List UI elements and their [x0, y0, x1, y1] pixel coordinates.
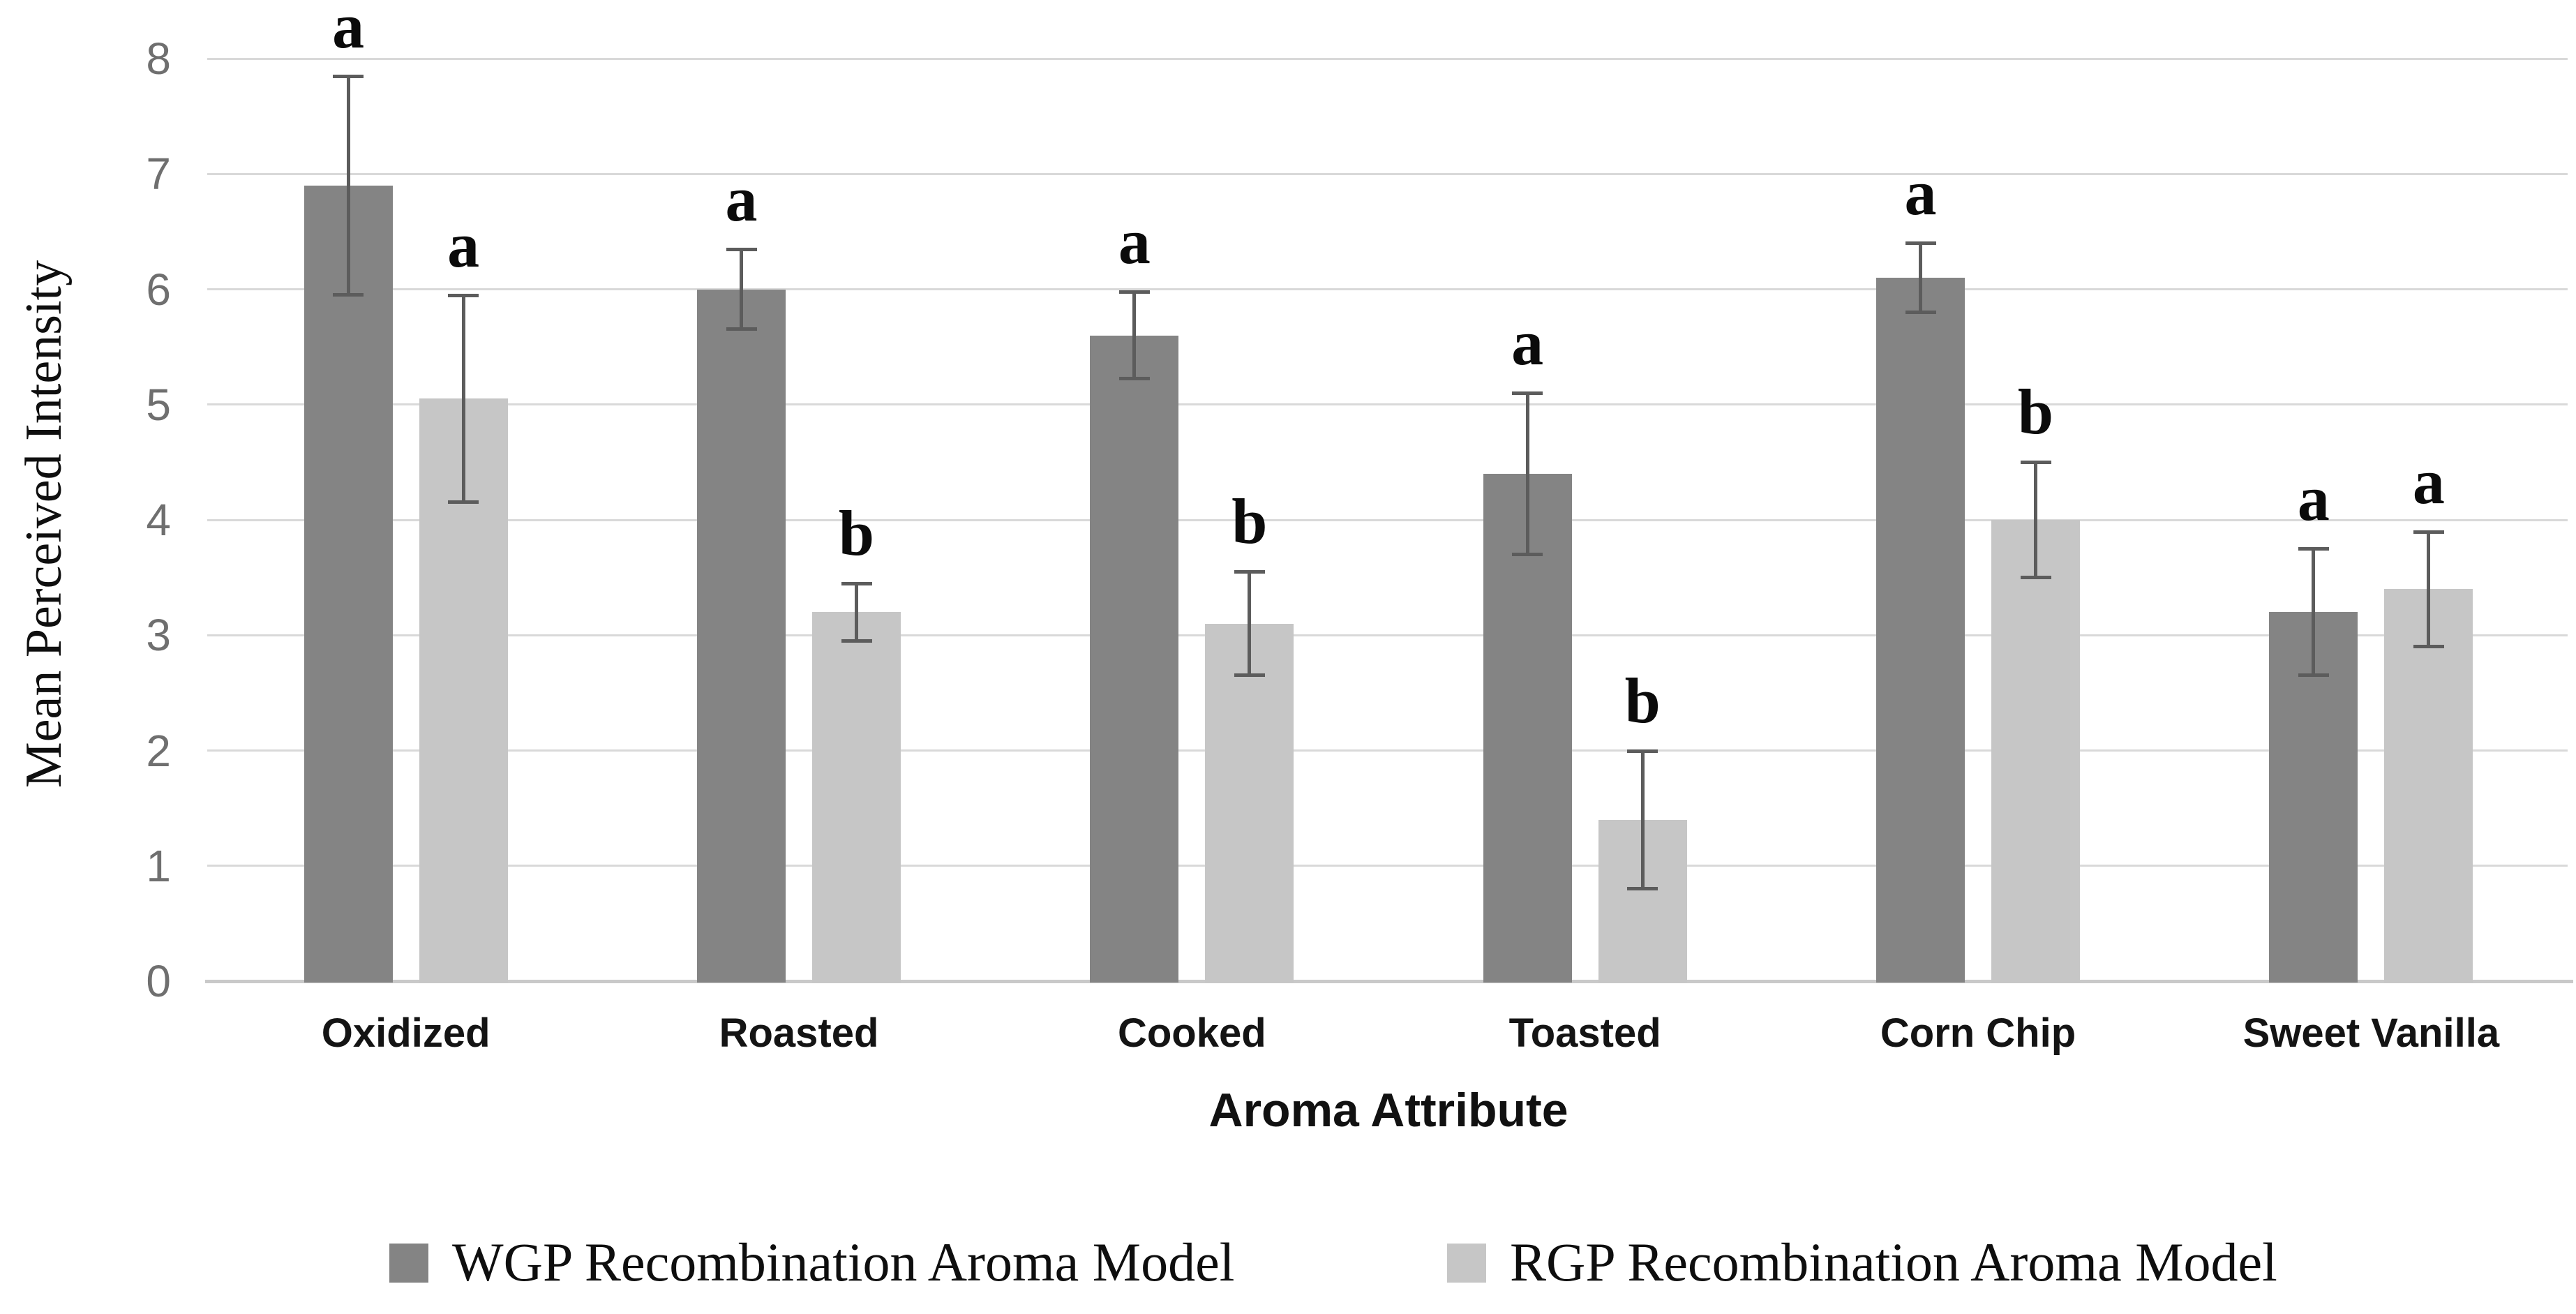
x-axis-title: Aroma Attribute: [1208, 1084, 1568, 1137]
category-label-sweet-vanilla: Sweet Vanilla: [2242, 1010, 2500, 1056]
wgp-sig-letter-oxidized: a: [332, 0, 365, 61]
wgp-bar-cooked: [1090, 335, 1179, 983]
y-tick-label-3: 3: [146, 610, 171, 661]
legend-marker-wgp: [389, 1244, 428, 1283]
y-tick-label-2: 2: [146, 725, 171, 776]
category-label-roasted: Roasted: [719, 1010, 879, 1056]
rgp-bar-cooked: [1205, 623, 1294, 983]
gridline-y2: [207, 749, 2568, 752]
category-label-toasted: Toasted: [1508, 1010, 1661, 1056]
rgp-error-cap-top-roasted: [841, 581, 872, 585]
y-tick-label-4: 4: [146, 495, 171, 545]
wgp-error-cap-top-cooked: [1118, 290, 1150, 294]
rgp-bar-sweet-vanilla: [2384, 589, 2473, 983]
gridline-y7: [207, 172, 2568, 175]
wgp-error-cap-top-roasted: [726, 247, 757, 251]
rgp-error-cap-top-toasted: [1627, 749, 1658, 753]
wgp-bar-roasted: [697, 289, 786, 983]
rgp-error-cap-top-corn-chip: [2020, 461, 2051, 465]
rgp-sig-letter-sweet-vanilla: a: [2412, 445, 2445, 517]
wgp-error-bar-toasted: [1525, 393, 1529, 555]
gridline-y6: [207, 288, 2568, 290]
wgp-bar-corn-chip: [1876, 277, 1965, 983]
rgp-error-bar-cooked: [1248, 572, 1252, 676]
wgp-error-cap-top-sweet-vanilla: [2298, 547, 2329, 551]
rgp-error-cap-bottom-roasted: [841, 639, 872, 643]
rgp-error-bar-roasted: [855, 583, 858, 641]
rgp-error-bar-sweet-vanilla: [2427, 531, 2431, 647]
wgp-error-cap-bottom-sweet-vanilla: [2298, 673, 2329, 678]
wgp-error-bar-oxidized: [346, 75, 350, 295]
y-tick-label-6: 6: [146, 264, 171, 315]
y-tick-label-7: 7: [146, 149, 171, 200]
y-tick-label-1: 1: [146, 840, 171, 891]
wgp-error-bar-sweet-vanilla: [2312, 548, 2316, 676]
wgp-sig-letter-toasted: a: [1511, 307, 1544, 379]
wgp-error-bar-corn-chip: [1919, 243, 1922, 313]
rgp-sig-letter-toasted: b: [1624, 664, 1661, 736]
wgp-error-bar-cooked: [1132, 291, 1137, 380]
rgp-error-cap-bottom-toasted: [1627, 886, 1658, 890]
rgp-error-bar-corn-chip: [2034, 462, 2037, 578]
wgp-error-cap-top-corn-chip: [1905, 241, 1936, 246]
category-label-cooked: Cooked: [1117, 1010, 1266, 1056]
rgp-error-cap-bottom-oxidized: [448, 500, 479, 505]
legend-label-wgp: WGP Recombination Aroma Model: [452, 1232, 1235, 1292]
rgp-error-cap-bottom-sweet-vanilla: [2413, 644, 2444, 648]
wgp-error-cap-bottom-corn-chip: [1905, 310, 1936, 314]
x-axis-line: [205, 980, 2573, 983]
wgp-error-bar-roasted: [740, 248, 743, 330]
gridline-y1: [207, 865, 2568, 867]
rgp-error-cap-bottom-corn-chip: [2020, 575, 2051, 579]
wgp-error-cap-top-toasted: [1512, 391, 1543, 396]
wgp-sig-letter-sweet-vanilla: a: [2297, 463, 2330, 535]
rgp-sig-letter-oxidized: a: [447, 209, 480, 281]
wgp-error-cap-bottom-toasted: [1512, 552, 1543, 556]
wgp-bar-toasted: [1483, 473, 1572, 983]
wgp-bar-oxidized: [304, 185, 393, 983]
wgp-sig-letter-cooked: a: [1118, 205, 1151, 277]
rgp-error-cap-bottom-cooked: [1234, 673, 1265, 678]
rgp-error-cap-top-cooked: [1234, 570, 1265, 574]
rgp-bar-corn-chip: [1991, 520, 2080, 983]
category-label-corn-chip: Corn Chip: [1880, 1010, 2076, 1056]
y-tick-label-8: 8: [146, 33, 171, 84]
legend-label-rgp: RGP Recombination Aroma Model: [1510, 1232, 2277, 1292]
wgp-error-cap-top-oxidized: [333, 74, 364, 78]
gridline-y8: [207, 57, 2568, 60]
y-tick-label-0: 0: [146, 956, 171, 1006]
gridline-y5: [207, 403, 2568, 406]
wgp-error-cap-bottom-oxidized: [333, 292, 364, 297]
category-label-oxidized: Oxidized: [321, 1010, 491, 1056]
gridline-y3: [207, 634, 2568, 636]
gridline-y4: [207, 518, 2568, 521]
legend-marker-rgp: [1447, 1244, 1486, 1283]
rgp-bar-roasted: [812, 612, 901, 983]
rgp-error-cap-top-oxidized: [448, 293, 479, 297]
rgp-error-bar-toasted: [1640, 750, 1645, 889]
rgp-sig-letter-cooked: b: [1231, 486, 1268, 558]
rgp-sig-letter-roasted: b: [838, 497, 875, 569]
wgp-sig-letter-roasted: a: [725, 163, 758, 234]
y-tick-label-5: 5: [146, 379, 171, 430]
rgp-error-bar-oxidized: [461, 294, 465, 503]
rgp-error-cap-top-sweet-vanilla: [2413, 530, 2444, 534]
rgp-sig-letter-corn-chip: b: [2017, 376, 2054, 448]
wgp-error-cap-bottom-roasted: [726, 327, 757, 331]
wgp-error-cap-bottom-cooked: [1118, 377, 1150, 381]
wgp-sig-letter-corn-chip: a: [1904, 157, 1937, 229]
